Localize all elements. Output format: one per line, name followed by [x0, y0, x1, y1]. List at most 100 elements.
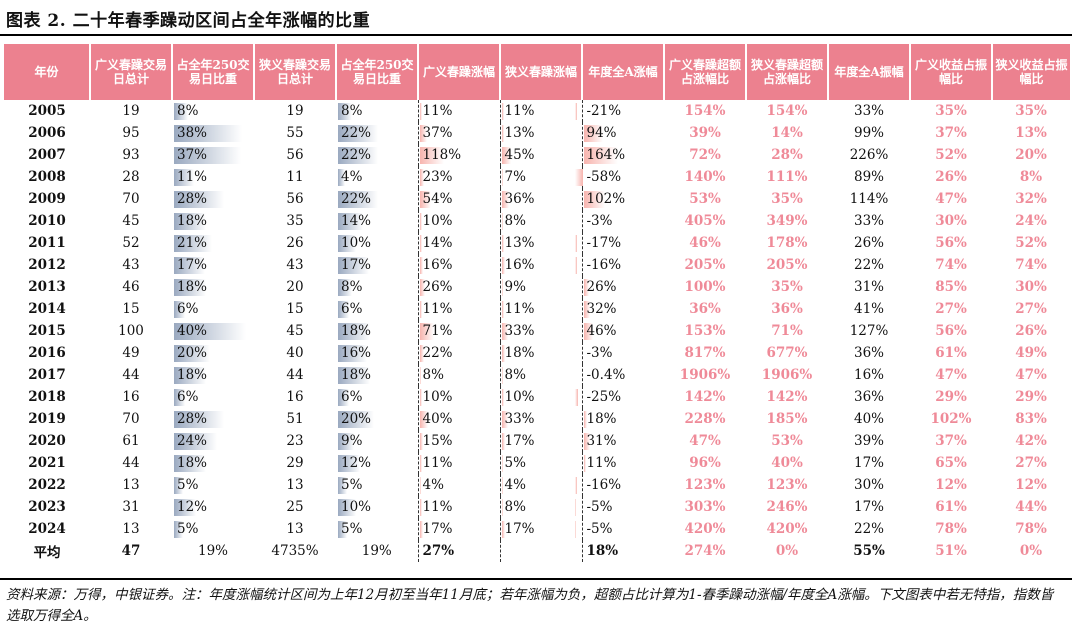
share-bar: [338, 191, 378, 208]
table-cell: 5%: [172, 474, 254, 496]
table-cell: 70: [122, 411, 140, 427]
table-cell: 405%: [684, 213, 726, 229]
return-bar: [501, 103, 504, 120]
cell-value: -3%: [586, 345, 613, 361]
table-cell: 46%: [689, 235, 721, 251]
cell-value: 10%: [422, 389, 453, 405]
table-cell: -16%: [574, 474, 664, 496]
table-cell: 51: [286, 411, 304, 427]
table-cell: 13: [286, 477, 304, 493]
return-bar: [419, 147, 444, 164]
average-row: 平均 47 19% 4735% 19% 27% 18% 274% 0% 55% 51% 0%: [4, 540, 1070, 562]
table-cell: 38%: [172, 122, 254, 144]
share-bar: [338, 499, 356, 516]
table-cell: 18%: [581, 408, 664, 430]
col-header: 狭义春躁超额占涨幅比: [746, 44, 829, 100]
table-cell: 72%: [689, 147, 721, 163]
table-cell: 246%: [766, 499, 808, 515]
cell-value: 54%: [422, 191, 453, 207]
col-header: 占全年250交易日比重: [172, 44, 255, 100]
table-row: 2021 44 18% 29 12% 11% 5% 11% 96% 40% 17% 65% 27%: [4, 452, 1070, 474]
cell-value: 37%: [177, 147, 208, 163]
table-cell: 11%: [499, 298, 582, 320]
table-cell: 420%: [684, 521, 726, 537]
table-cell: 18%: [581, 540, 664, 562]
cell-value: 4%: [504, 477, 526, 493]
table-cell: 1906%: [679, 367, 731, 383]
share-bar: [174, 389, 185, 406]
year-cell: 2021: [28, 455, 66, 471]
table-cell: 349%: [766, 213, 808, 229]
table-cell: 9%: [336, 430, 418, 452]
year-cell: 2018: [28, 389, 66, 405]
table-cell: 44: [122, 455, 140, 471]
table-cell: 20: [286, 279, 304, 295]
table-cell: 17%: [853, 455, 884, 471]
cell-value: 20%: [177, 345, 208, 361]
table-cell: 51%: [935, 543, 967, 559]
share-bar: [338, 433, 355, 450]
table-cell: 16%: [336, 342, 418, 364]
cell-value: 5%: [504, 455, 526, 471]
table-cell: 45: [286, 323, 304, 339]
cell-value: 17%: [177, 257, 208, 273]
cell-value: 17%: [422, 521, 453, 537]
cell-value: 26%: [586, 279, 617, 295]
table-cell: 23%: [417, 166, 500, 188]
table-cell: 31%: [581, 430, 664, 452]
table-cell: 33%: [499, 408, 582, 430]
return-bar: [419, 213, 422, 230]
cell-value: 20%: [341, 411, 372, 427]
table-cell: 30%: [853, 477, 884, 493]
table-cell: 47%: [935, 191, 967, 207]
figure-title: 图表 2. 二十年春季躁动区间占全年涨幅的比重: [6, 11, 371, 31]
col-header: 狭义春躁交易日总计: [254, 44, 337, 100]
return-bar: [583, 323, 594, 340]
table-cell: 10%: [499, 386, 582, 408]
table-cell: 19%: [361, 543, 392, 559]
table-cell: 18%: [336, 364, 418, 386]
col-header: 广义春躁涨幅: [418, 44, 501, 100]
table-cell: 22%: [336, 188, 418, 210]
table-cell: 37%: [417, 122, 500, 144]
return-bar: [574, 169, 583, 186]
cell-value: -21%: [586, 103, 622, 119]
table-row: 2008 28 11% 11 4% 23% 7% -58% 140% 111% 89% 26% 8%: [4, 166, 1070, 188]
table-cell: 85%: [935, 279, 967, 295]
return-bar: [583, 147, 618, 164]
cell-value: 46%: [586, 323, 617, 339]
table-cell: 22%: [417, 342, 500, 364]
return-bar: [501, 433, 506, 450]
share-bar: [338, 389, 349, 406]
table-cell: 56: [286, 147, 304, 163]
table-cell: 228%: [684, 411, 726, 427]
return-bar: [419, 411, 428, 428]
table-cell: 74%: [935, 257, 967, 273]
table-row: 2023 31 12% 25 10% 11% 8% -5% 303% 246% 17% 61% 44%: [4, 496, 1070, 518]
table-cell: 18%: [336, 320, 418, 342]
table-cell: 74%: [1015, 257, 1047, 273]
return-bar: [501, 191, 509, 208]
share-bar: [174, 367, 207, 384]
table-cell: 8%: [336, 276, 418, 298]
share-bar: [338, 367, 371, 384]
cell-value: 5%: [341, 521, 363, 537]
table-cell: 22%: [336, 122, 418, 144]
table-cell: 18%: [172, 210, 254, 232]
table-row: 2007 93 37% 56 22% 118% 45% 164% 72% 28% 226% 52% 20…: [4, 144, 1070, 166]
table-cell: 20%: [1015, 147, 1047, 163]
cell-value: 10%: [422, 213, 453, 229]
table-cell: 40%: [771, 455, 803, 471]
table-cell: 154%: [766, 103, 808, 119]
cell-value: 12%: [177, 499, 208, 515]
table-cell: 19: [286, 103, 304, 119]
table-cell: -58%: [574, 166, 664, 188]
table-cell: 26%: [853, 235, 884, 251]
table-cell: 15%: [417, 430, 500, 452]
table-cell: 16%: [853, 367, 884, 383]
table-cell: 11%: [417, 496, 500, 518]
year-cell: 2007: [28, 147, 66, 163]
table-cell: 13%: [499, 232, 582, 254]
table-cell: 53%: [689, 191, 721, 207]
table-cell: -5%: [574, 496, 664, 518]
